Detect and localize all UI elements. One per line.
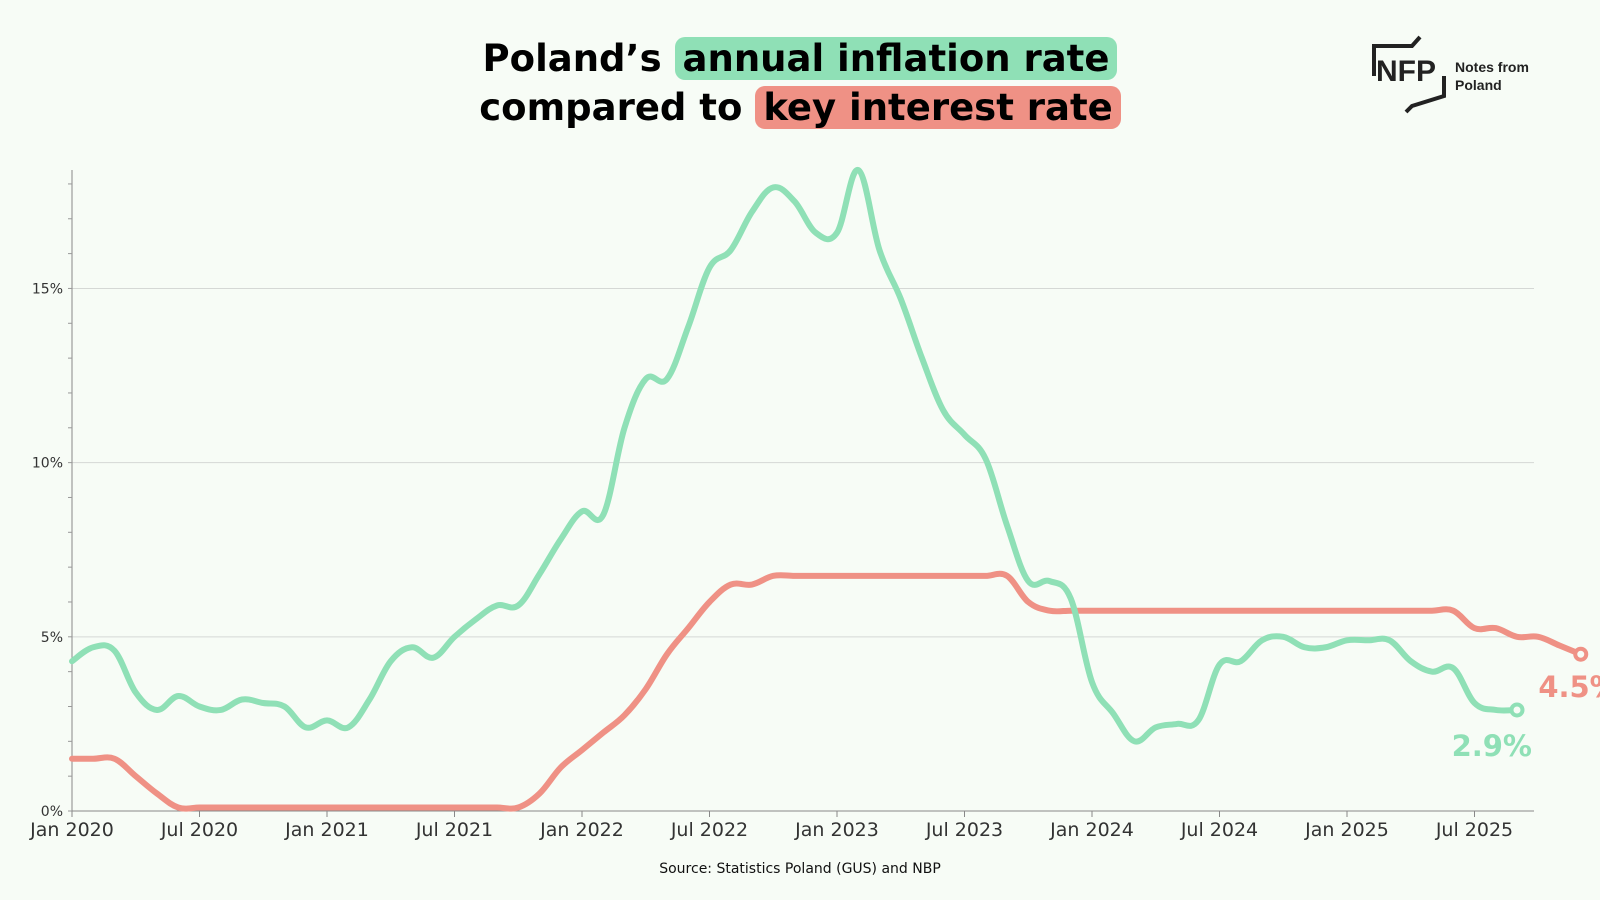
nfp-logo: NFP	[1368, 34, 1538, 114]
x-tick-label: Jul 2020	[160, 819, 238, 841]
grid-layer	[72, 287, 1534, 638]
x-tick-label: Jan 2020	[29, 819, 114, 841]
inflation-end-label: 2.9%	[1452, 729, 1532, 763]
title-line-1: Poland’s annual inflation rate	[0, 34, 1600, 83]
x-tick-label: Jul 2024	[1180, 819, 1258, 841]
logo-text-line-1: Notes from	[1455, 59, 1529, 75]
source-note: Source: Statistics Poland (GUS) and NBP	[659, 861, 941, 877]
interest-end-point	[1573, 646, 1589, 662]
y-tick-label: 15%	[32, 281, 63, 297]
x-tick-label: Jul 2023	[925, 819, 1003, 841]
y-tick-label: 5%	[41, 630, 63, 646]
logo-text: Notes from Poland	[1455, 58, 1529, 94]
y-tick-label: 10%	[32, 456, 63, 472]
title-prefix-2: compared to	[479, 86, 743, 129]
axis-layer: 0% 5% 10% 15% Jan 2020 Jul 2020 Jan 2021 Jul 20…	[29, 170, 1534, 841]
x-tick-label: Jan 2022	[539, 819, 624, 841]
interest-rate-line	[69, 570, 1584, 812]
title-line-2: compared to key interest rate	[0, 83, 1600, 132]
x-tick-label: Jul 2021	[415, 819, 493, 841]
x-tick-label: Jul 2022	[670, 819, 748, 841]
x-tick-label: Jan 2025	[1304, 819, 1389, 841]
logo-mark-text: NFP	[1376, 55, 1436, 88]
title-highlight-inflation: annual inflation rate	[674, 37, 1118, 80]
series-layer	[69, 166, 1589, 812]
x-tick-label: Jan 2024	[1049, 819, 1134, 841]
y-tick-label: 0%	[41, 804, 63, 820]
x-tick-label: Jul 2025	[1435, 819, 1513, 841]
inflation-rate-line	[69, 166, 1520, 745]
title-prefix-1: Poland’s	[482, 37, 662, 80]
logo-text-line-2: Poland	[1455, 77, 1502, 93]
title-highlight-interest: key interest rate	[755, 86, 1121, 129]
nfp-logo-mark: NFP	[1372, 35, 1446, 114]
chart-title: Poland’s annual inflation rate compared …	[0, 34, 1600, 132]
interest-end-label: 4.5%	[1538, 670, 1600, 704]
end-label-layer: 4.5%2.9%	[1452, 670, 1600, 763]
x-tick-label: Jan 2023	[794, 819, 879, 841]
inflation-end-point	[1509, 702, 1525, 718]
x-tick-label: Jan 2021	[284, 819, 369, 841]
